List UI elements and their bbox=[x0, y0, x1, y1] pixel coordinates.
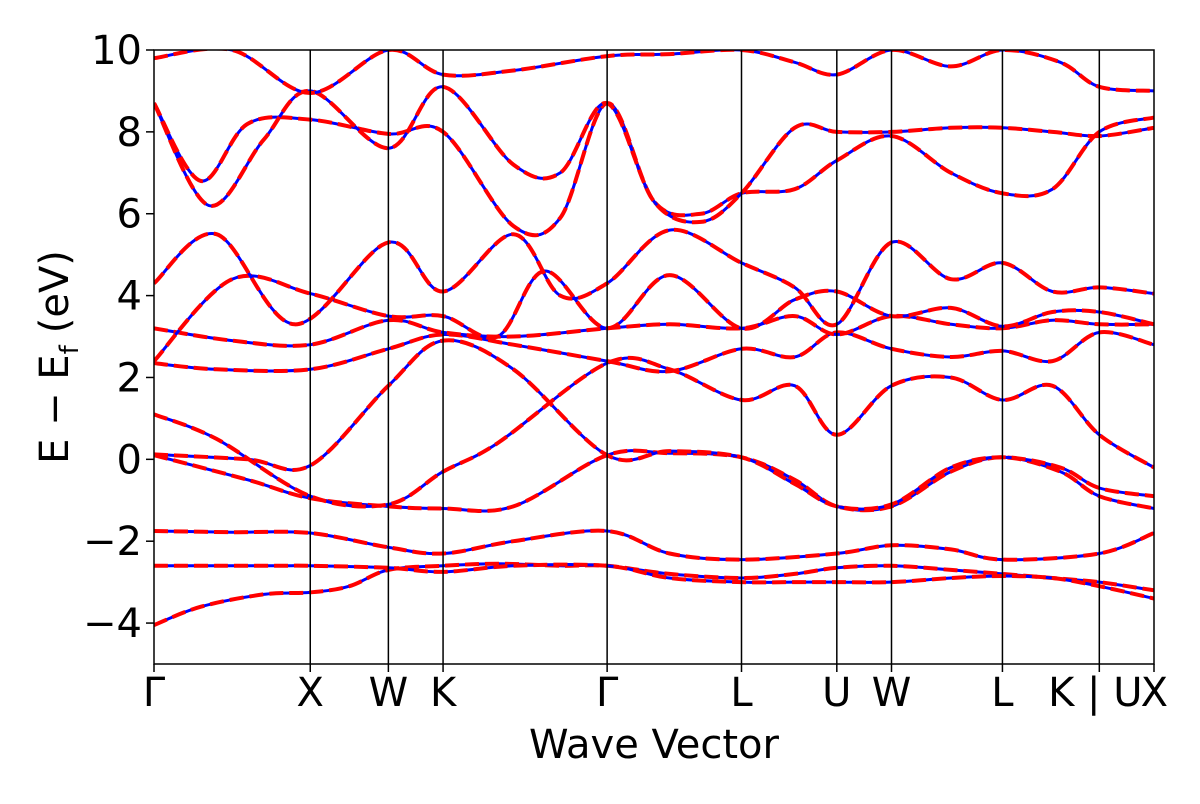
band-line-7-red bbox=[154, 313, 1154, 348]
x-tick-label-2: W bbox=[369, 670, 409, 716]
y-axis-ticks: 10 8 6 4 2 0 −2 −4 bbox=[83, 28, 154, 647]
x-tick-label-4: Γ bbox=[596, 670, 619, 716]
band-line-10-red bbox=[154, 101, 1154, 238]
y-axis-label-main: E − E bbox=[32, 354, 78, 464]
band-line-9-blue bbox=[154, 228, 1154, 327]
y-tick-label-7: −4 bbox=[83, 601, 142, 647]
x-tick-label-8: L bbox=[991, 670, 1014, 716]
y-tick-label-4: 2 bbox=[117, 355, 142, 401]
x-tick-label-10: X bbox=[1141, 670, 1168, 716]
y-axis-label-subscript: f bbox=[55, 344, 85, 354]
y-tick-label-6: −2 bbox=[83, 519, 142, 565]
y-tick-label-2: 6 bbox=[117, 192, 142, 238]
band-line-12-red bbox=[154, 50, 1154, 96]
band-line-7-blue bbox=[154, 314, 1154, 348]
band-line-9-red bbox=[154, 227, 1154, 328]
y-axis-label-unit: (eV) bbox=[32, 250, 78, 333]
y-tick-label-5: 0 bbox=[117, 437, 142, 483]
x-axis-label: Wave Vector bbox=[529, 722, 780, 768]
band-line-8-red bbox=[154, 269, 1154, 363]
band-curves bbox=[154, 50, 1154, 627]
band-line-5-red bbox=[154, 355, 1154, 509]
x-tick-label-3: K bbox=[430, 670, 458, 716]
y-tick-label-1: 8 bbox=[117, 110, 142, 156]
x-tick-label-1: X bbox=[297, 670, 324, 716]
y-axis-label: E − Ef (eV) bbox=[32, 250, 85, 464]
x-tick-label-5: L bbox=[730, 670, 753, 716]
band-line-10-blue bbox=[154, 101, 1154, 237]
band-line-11-blue bbox=[154, 85, 1154, 224]
band-line-2-blue bbox=[154, 529, 1154, 562]
x-tick-label-7: W bbox=[872, 670, 912, 716]
x-tick-label-0: Γ bbox=[143, 670, 166, 716]
band-line-3-red bbox=[154, 448, 1154, 513]
svg-text:E − Ef(eV): E − Ef (eV) bbox=[32, 250, 85, 464]
high-symmetry-lines bbox=[309, 50, 1101, 664]
band-line-0-red bbox=[154, 561, 1154, 627]
band-line-2-red bbox=[154, 528, 1154, 562]
x-tick-label-9: K | U bbox=[1048, 670, 1142, 716]
x-tick-label-6: U bbox=[822, 670, 851, 716]
y-tick-label-0: 10 bbox=[91, 28, 142, 74]
y-tick-label-3: 4 bbox=[117, 274, 142, 320]
band-line-6-red bbox=[154, 330, 1154, 374]
band-line-3-blue bbox=[154, 449, 1154, 513]
band-line-5-blue bbox=[154, 356, 1154, 509]
plot-frame bbox=[153, 49, 1155, 665]
